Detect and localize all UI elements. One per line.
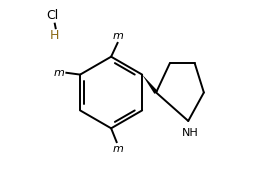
Text: m: m xyxy=(113,31,124,41)
Text: H: H xyxy=(49,29,59,42)
Text: m: m xyxy=(54,68,64,78)
Text: Cl: Cl xyxy=(46,9,58,22)
Text: m: m xyxy=(112,144,123,154)
Text: NH: NH xyxy=(182,128,199,138)
Polygon shape xyxy=(142,75,158,94)
